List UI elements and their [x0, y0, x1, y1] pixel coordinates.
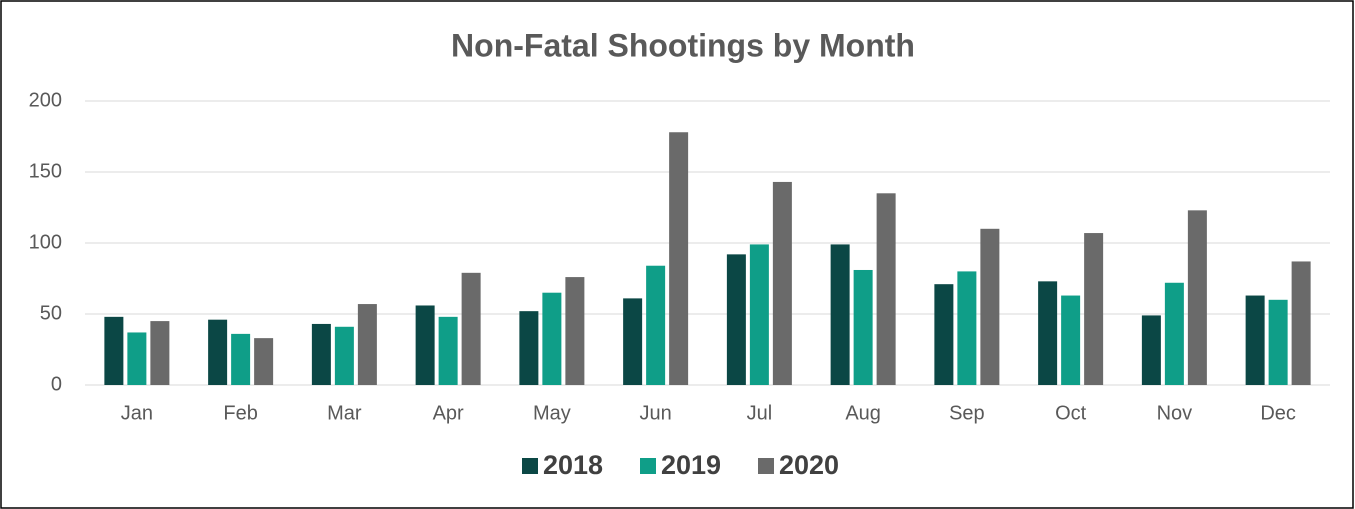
bar: [876, 193, 896, 385]
x-tick-label: Mar: [327, 402, 362, 424]
x-tick-label: Aug: [845, 402, 881, 424]
bar: [231, 333, 251, 385]
bar: [334, 326, 354, 385]
bar: [104, 316, 124, 385]
bar: [542, 292, 562, 385]
bar: [726, 254, 746, 385]
bar: [150, 321, 170, 385]
bar: [749, 244, 769, 385]
bar: [1291, 261, 1311, 385]
y-tick-label: 0: [51, 373, 62, 395]
x-tick-label: Nov: [1157, 402, 1193, 424]
bar: [957, 271, 977, 385]
y-tick-label: 100: [29, 231, 62, 253]
y-tick-label: 200: [29, 89, 62, 111]
bar: [1164, 282, 1184, 385]
y-tick-label: 150: [29, 160, 62, 182]
x-tick-label: Sep: [949, 402, 985, 424]
bar: [461, 272, 481, 385]
bar: [311, 323, 331, 385]
bar: [853, 269, 873, 385]
x-tick-label: Dec: [1260, 402, 1296, 424]
bar: [1187, 210, 1207, 385]
bar: [1268, 299, 1288, 385]
bar: [438, 316, 458, 385]
x-tick-label: Feb: [223, 402, 257, 424]
bar: [415, 305, 435, 385]
bar: [519, 311, 539, 385]
x-tick-label: Oct: [1055, 402, 1087, 424]
bar: [934, 284, 954, 385]
x-tick-label: Jun: [640, 402, 672, 424]
bar: [830, 244, 850, 385]
bar: [357, 304, 377, 385]
bar: [208, 319, 228, 385]
legend-swatch: [640, 458, 656, 474]
x-tick-label: Jul: [747, 402, 773, 424]
bar: [980, 228, 1000, 385]
legend-swatch: [522, 458, 538, 474]
x-tick-label: Jan: [121, 402, 153, 424]
legend-label: 2018: [543, 450, 603, 480]
legend-label: 2020: [779, 450, 839, 480]
bar: [1141, 315, 1161, 385]
bar: [254, 338, 274, 385]
bar: [127, 332, 147, 385]
legend-label: 2019: [661, 450, 721, 480]
bar: [1084, 233, 1104, 385]
chart-title: Non-Fatal Shootings by Month: [451, 27, 915, 63]
legend-swatch: [758, 458, 774, 474]
x-tick-label: May: [533, 402, 571, 424]
bar: [669, 132, 689, 385]
y-tick-label: 50: [40, 302, 62, 324]
x-tick-label: Apr: [433, 402, 464, 424]
bar: [1038, 281, 1058, 385]
bar: [772, 181, 792, 385]
bar: [1061, 295, 1081, 385]
bar: [623, 298, 643, 385]
bar: [565, 277, 585, 385]
bar: [646, 265, 666, 385]
bar: [1245, 295, 1265, 385]
